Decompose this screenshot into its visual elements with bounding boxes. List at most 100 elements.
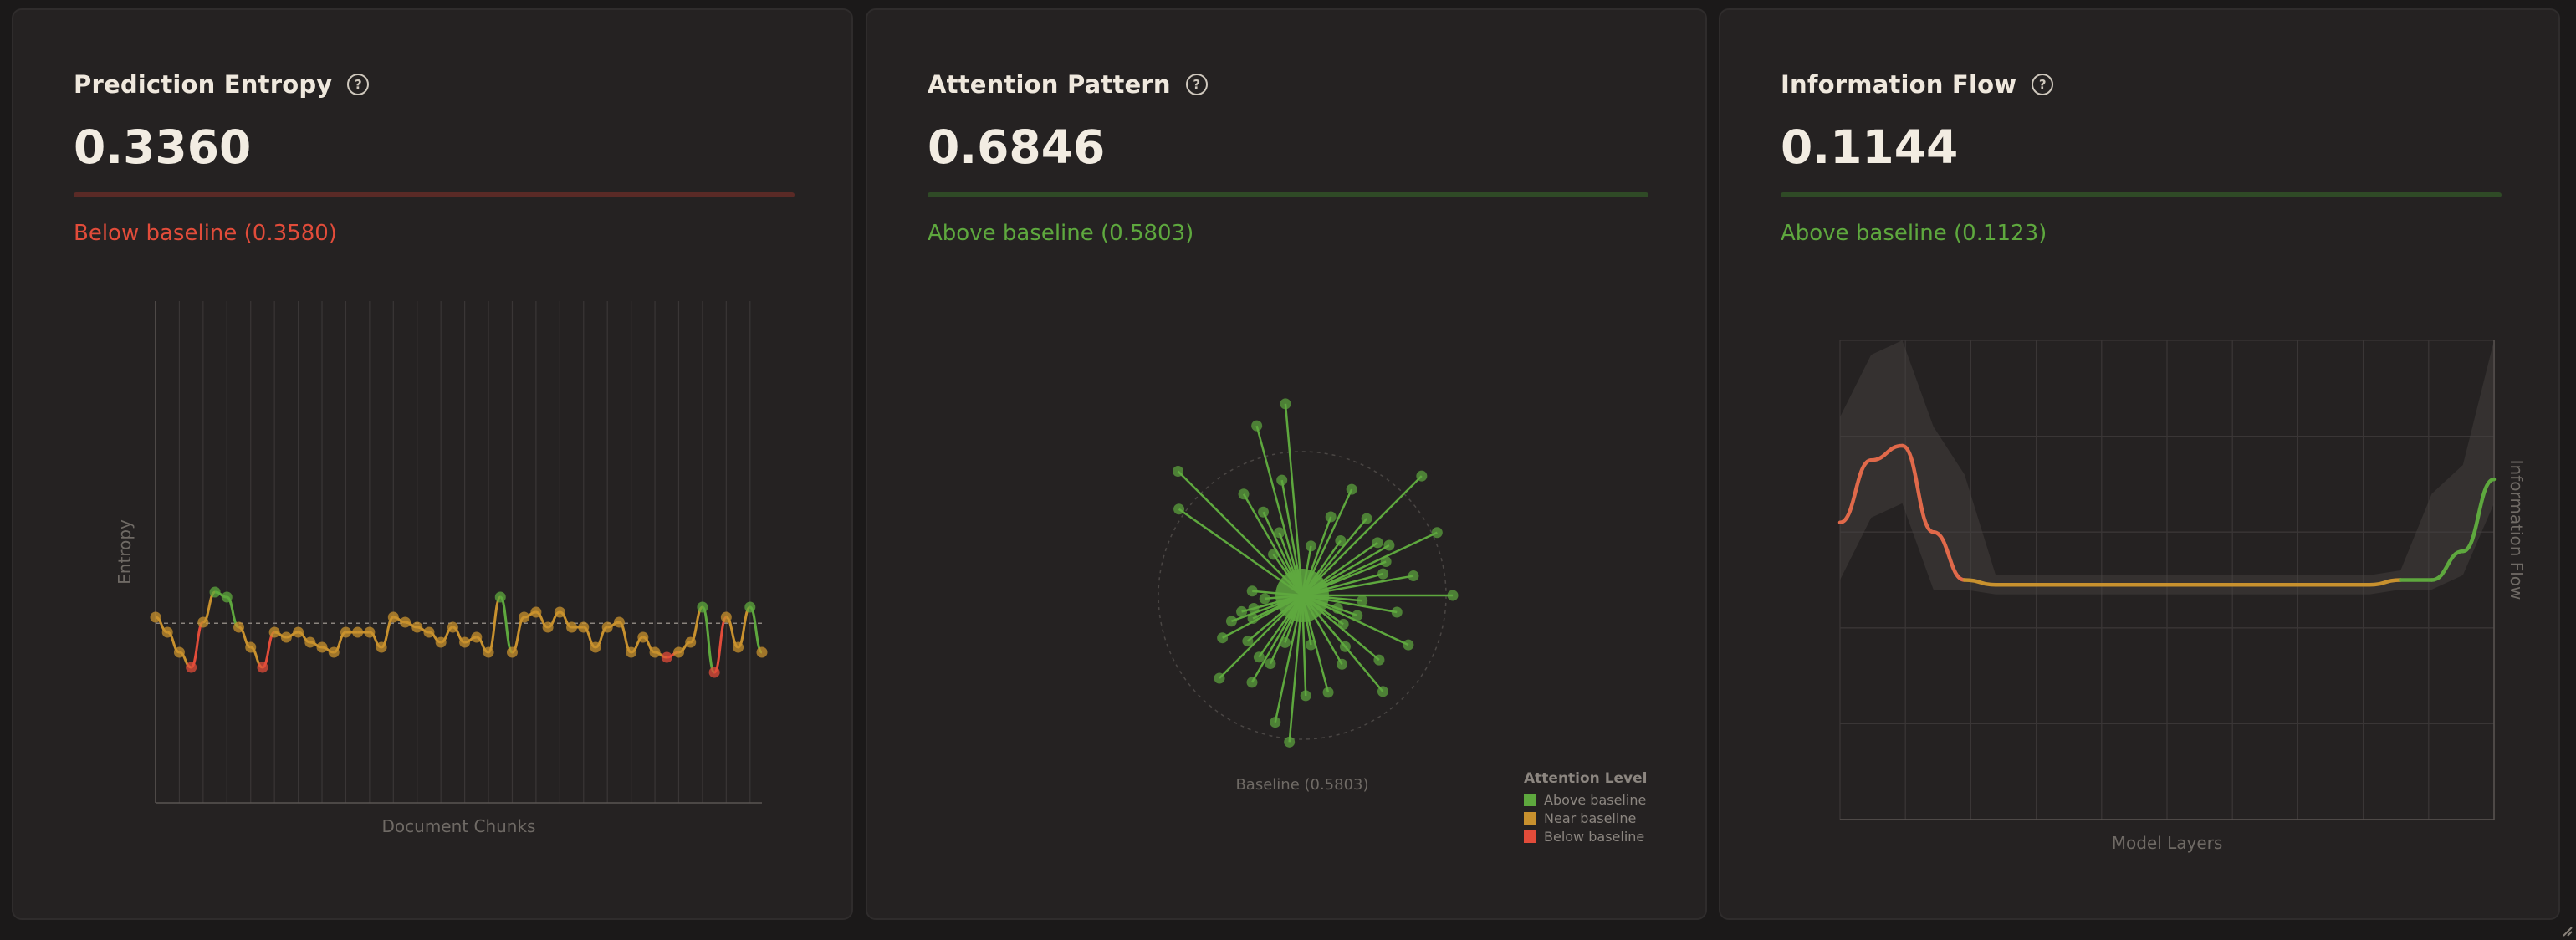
attention-point: [1238, 488, 1250, 500]
data-point: [483, 646, 494, 658]
data-point: [435, 636, 447, 648]
metric-bar: [928, 192, 1648, 197]
attention-radial-chart: Baseline (0.5803) Attention Level Above ba…: [1158, 398, 1648, 845]
attention-point: [1403, 639, 1414, 651]
attention-point: [1447, 590, 1459, 601]
data-point: [316, 641, 328, 653]
metric-bar-fill: [1781, 192, 2502, 197]
data-point: [221, 591, 233, 603]
attention-point: [1279, 636, 1291, 648]
series-line-segment: [190, 621, 205, 669]
attention-point: [1373, 654, 1385, 666]
data-point: [601, 621, 613, 633]
flow-line-segment: [1837, 458, 1873, 524]
attention-point: [1173, 466, 1184, 478]
question-circle-icon[interactable]: ?: [2032, 74, 2054, 95]
data-point: [280, 631, 292, 643]
metric-bar: [1781, 192, 2502, 197]
data-point: [268, 626, 280, 638]
attention-point: [1325, 511, 1337, 523]
status-text: Above baseline (0.1123): [1781, 221, 2047, 246]
data-point: [506, 646, 518, 658]
attention-point: [1377, 686, 1388, 697]
flow-line-segment: [1962, 578, 1998, 587]
question-circle-icon[interactable]: ?: [347, 74, 370, 95]
flow-line-segment: [2461, 477, 2497, 554]
metric-value: 0.3360: [74, 120, 252, 174]
attention-pattern-card: Attention Pattern ? 0.6846 Above baselin…: [866, 8, 1707, 920]
attention-point: [1335, 534, 1347, 546]
metric-bar: [74, 192, 795, 197]
data-point: [459, 636, 471, 648]
data-point: [387, 611, 399, 623]
information-flow-chart: Model Layers Information Flow: [1837, 340, 2523, 853]
data-point: [649, 646, 661, 658]
attention-point: [1214, 672, 1225, 684]
question-circle-icon[interactable]: ?: [1185, 74, 1208, 95]
flow-line-segment: [2367, 578, 2403, 587]
data-point: [376, 641, 387, 653]
data-point: [530, 606, 542, 618]
attention-point: [1173, 503, 1185, 515]
series-line-segment: [487, 595, 502, 654]
prediction-entropy-card: Prediction Entropy ? 0.3360 Below baseli…: [12, 8, 853, 920]
entropy-chart: Entropy Document Chunks: [115, 301, 768, 836]
data-point: [411, 621, 423, 633]
legend-item: Below baseline: [1544, 829, 1644, 845]
card-header: Attention Pattern ?: [928, 70, 1208, 99]
attention-point: [1416, 470, 1428, 482]
data-point: [173, 646, 185, 658]
series-line-segment: [261, 631, 276, 669]
attention-point: [1391, 606, 1403, 618]
attention-point: [1242, 636, 1254, 647]
data-point: [566, 621, 578, 633]
data-point: [756, 646, 768, 658]
attention-point: [1268, 549, 1280, 560]
attention-point: [1300, 690, 1311, 702]
flow-line-segment: [1900, 443, 1935, 534]
attention-point: [1225, 616, 1237, 627]
card-header: Information Flow ?: [1781, 70, 2054, 99]
attention-point: [1361, 513, 1372, 524]
attention-point: [1274, 527, 1285, 539]
series-line-segment: [689, 605, 704, 644]
metric-bar-fill: [74, 192, 795, 197]
legend-title: Attention Level: [1524, 770, 1648, 787]
data-point: [423, 626, 435, 638]
data-point: [744, 601, 756, 613]
data-point: [471, 631, 483, 643]
data-point: [708, 667, 720, 678]
data-point: [150, 611, 161, 623]
attention-point: [1258, 506, 1270, 518]
data-point: [257, 662, 268, 673]
series-line-segment: [510, 616, 526, 654]
data-point: [340, 626, 351, 638]
attention-point: [1276, 474, 1288, 486]
attention-point: [1322, 687, 1334, 698]
data-point: [245, 641, 257, 653]
card-title: Attention Pattern: [928, 70, 1171, 99]
data-point: [447, 621, 458, 633]
attention-point: [1217, 632, 1229, 644]
attention-point: [1352, 610, 1363, 621]
resize-handle-icon[interactable]: [2561, 925, 2573, 937]
series-line-segment: [737, 605, 752, 649]
data-point: [209, 586, 221, 598]
x-axis-label: Document Chunks: [382, 816, 536, 836]
data-point: [494, 591, 506, 603]
x-axis-label: Model Layers: [2112, 833, 2223, 853]
legend-item: Near baseline: [1544, 810, 1636, 826]
data-point: [304, 636, 316, 648]
attention-point: [1236, 605, 1248, 617]
flow-line-segment: [2430, 549, 2466, 582]
data-point: [352, 626, 364, 638]
series-line-segment: [701, 605, 716, 674]
data-point: [720, 611, 732, 623]
y-axis-label: Information Flow: [2507, 460, 2523, 600]
attention-point: [1284, 736, 1296, 748]
data-point: [590, 641, 601, 653]
legend-swatch: [1524, 794, 1536, 806]
card-title: Information Flow: [1781, 70, 2017, 99]
attention-point: [1251, 420, 1263, 432]
series-line-segment: [713, 616, 728, 674]
